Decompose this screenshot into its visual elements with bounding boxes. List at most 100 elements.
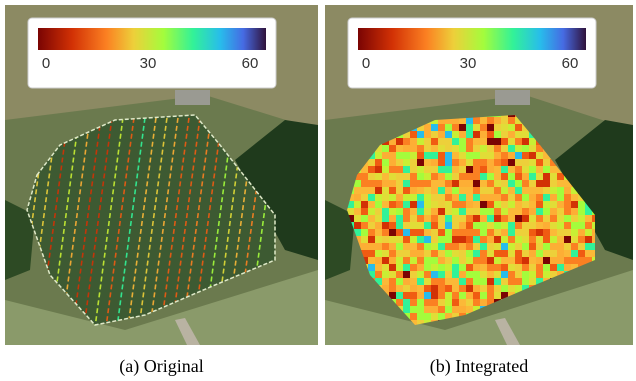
yield-cell	[389, 222, 396, 229]
yield-cell	[501, 222, 508, 229]
yield-cell	[543, 187, 550, 194]
yield-cell	[487, 278, 494, 285]
yield-cell	[522, 271, 529, 278]
yield-cell	[438, 180, 445, 187]
yield-cell	[410, 201, 417, 208]
yield-cell	[368, 250, 375, 257]
yield-cell	[459, 201, 466, 208]
yield-cell	[375, 180, 382, 187]
yield-cell	[550, 194, 557, 201]
yield-cell	[459, 145, 466, 152]
yield-cell	[431, 187, 438, 194]
yield-cell	[431, 292, 438, 299]
yield-cell	[508, 278, 515, 285]
yield-cell	[543, 194, 550, 201]
yield-cell	[550, 222, 557, 229]
yield-cell	[466, 285, 473, 292]
yield-cell	[382, 271, 389, 278]
yield-cell	[396, 180, 403, 187]
yield-cell	[375, 194, 382, 201]
yield-cell	[522, 229, 529, 236]
yield-cell	[480, 159, 487, 166]
colorbar-tick-label: 30	[140, 55, 157, 72]
yield-cell	[368, 243, 375, 250]
yield-cell	[480, 236, 487, 243]
yield-cell	[382, 180, 389, 187]
yield-cell	[424, 173, 431, 180]
yield-cell	[403, 292, 410, 299]
yield-cell	[487, 250, 494, 257]
yield-cell	[550, 229, 557, 236]
yield-cell	[424, 229, 431, 236]
yield-cell	[417, 222, 424, 229]
yield-cell	[403, 271, 410, 278]
yield-cell	[410, 152, 417, 159]
yield-cell	[445, 187, 452, 194]
yield-cell	[585, 243, 592, 250]
yield-cell	[368, 187, 375, 194]
yield-cell	[466, 243, 473, 250]
yield-cell	[396, 145, 403, 152]
yield-cell	[487, 208, 494, 215]
yield-cell	[466, 208, 473, 215]
yield-cell	[389, 278, 396, 285]
yield-cell	[424, 222, 431, 229]
yield-cell	[403, 278, 410, 285]
yield-cell	[368, 159, 375, 166]
yield-cell	[417, 173, 424, 180]
yield-cell	[368, 222, 375, 229]
yield-cell	[529, 208, 536, 215]
yield-cell	[473, 117, 480, 124]
yield-cell	[466, 194, 473, 201]
yield-cell	[494, 173, 501, 180]
yield-cell	[536, 208, 543, 215]
yield-cell	[501, 180, 508, 187]
yield-cell	[396, 152, 403, 159]
yield-cell	[452, 159, 459, 166]
yield-cell	[494, 159, 501, 166]
yield-cell	[550, 250, 557, 257]
yield-cell	[452, 187, 459, 194]
yield-cell	[522, 264, 529, 271]
yield-cell	[487, 152, 494, 159]
yield-cell	[452, 299, 459, 306]
yield-cell	[396, 215, 403, 222]
yield-cell	[557, 194, 564, 201]
yield-cell	[431, 201, 438, 208]
yield-cell	[368, 236, 375, 243]
yield-cell	[522, 208, 529, 215]
yield-cell	[529, 222, 536, 229]
yield-cell	[529, 145, 536, 152]
yield-cell	[438, 271, 445, 278]
yield-cell	[480, 222, 487, 229]
yield-cell	[410, 145, 417, 152]
yield-cell	[403, 299, 410, 306]
yield-cell	[501, 236, 508, 243]
yield-cell	[382, 187, 389, 194]
yield-cell	[354, 208, 361, 215]
yield-cell	[459, 173, 466, 180]
yield-cell	[368, 180, 375, 187]
yield-cell	[473, 187, 480, 194]
yield-cell	[445, 138, 452, 145]
yield-cell	[543, 229, 550, 236]
yield-cell	[487, 124, 494, 131]
yield-cell	[508, 208, 515, 215]
yield-cell	[424, 306, 431, 313]
yield-cell	[494, 236, 501, 243]
yield-cell	[417, 229, 424, 236]
yield-cell	[473, 166, 480, 173]
yield-cell	[515, 264, 522, 271]
colorbar	[38, 28, 266, 50]
yield-cell	[501, 145, 508, 152]
yield-cell	[550, 201, 557, 208]
yield-cell	[515, 138, 522, 145]
farm-buildings	[175, 90, 210, 105]
yield-cell	[466, 124, 473, 131]
yield-cell	[389, 257, 396, 264]
yield-cell	[375, 173, 382, 180]
yield-cell	[515, 250, 522, 257]
yield-cell	[557, 222, 564, 229]
yield-cell	[529, 173, 536, 180]
yield-cell	[459, 138, 466, 145]
